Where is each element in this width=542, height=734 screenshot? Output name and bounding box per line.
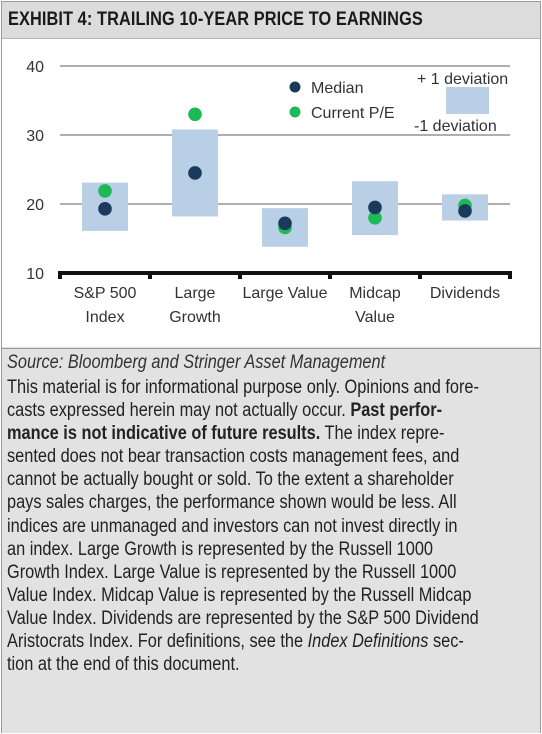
x-category-label: Value (355, 309, 395, 326)
italic-text: Index Definitions (307, 631, 429, 653)
legend-current-pe-marker (289, 106, 301, 118)
median-point (278, 216, 292, 231)
text-run: casts expressed herein may not actually … (7, 400, 351, 422)
x-category-label: Large Value (242, 285, 327, 302)
median-point (458, 204, 472, 218)
chart-panel: 10 20 30 40 S&P 500 Index Large Growth Large Val… (2, 39, 540, 347)
exhibit-title: EXHIBIT 4: TRAILING 10-YEAR PRICE TO EAR… (8, 9, 423, 30)
text-run: This material is for informational purpo… (7, 377, 479, 398)
pe-chart: 10 20 30 40 S&P 500 Index Large Growth Large Val… (26, 59, 512, 326)
text-run: tion at the end of this document. (7, 654, 240, 676)
legend: Median Current P/E + 1 deviation -1 deviati… (289, 71, 508, 135)
current-pe-point (368, 211, 382, 225)
disclaimer-line: Aristocrats Index. For definitions, see … (7, 630, 523, 653)
legend-median-marker (289, 81, 301, 93)
y-tick-label: 10 (26, 266, 44, 283)
exhibit-header: EXHIBIT 4: TRAILING 10-YEAR PRICE TO EAR… (2, 2, 540, 39)
x-category-label: Large (175, 285, 216, 302)
text-run: The index repre- (320, 423, 445, 445)
disclaimer-line: Value Index. Midcap Value is represented… (7, 584, 523, 607)
disclaimer-line: indices are unmanaged and investors can … (7, 515, 523, 538)
notes-panel: Source: Bloomberg and Stringer Asset Man… (2, 348, 540, 733)
median-point (98, 202, 112, 216)
bold-text: Past perfor- (350, 400, 443, 422)
y-tick-label: 30 (26, 128, 44, 145)
source-note: Source: Bloomberg and Stringer Asset Man… (7, 352, 386, 373)
axes: 10 20 30 40 S&P 500 Index Large Growth Large Val… (26, 59, 512, 326)
legend-band-swatch (446, 87, 489, 114)
data-points (98, 107, 472, 235)
text-run: Value Index. Midcap Value is represented… (7, 584, 472, 606)
disclaimer-line: This material is for informational purpo… (7, 376, 523, 399)
disclaimer-line: cannot be actually bought or sold. To th… (7, 468, 523, 491)
x-category-label: Index (85, 309, 124, 326)
text-run: sented does not bear transaction costs m… (7, 446, 460, 468)
legend-median-label: Median (311, 80, 363, 97)
disclaimer-line: casts expressed herein may not actually … (7, 399, 523, 422)
text-run: Value Index. Dividends are represented b… (7, 607, 479, 629)
bold-text: mance is not indicative of future result… (7, 423, 321, 445)
text-run: Growth Index. Large Value is represented… (7, 561, 457, 583)
disclaimer-line: pays sales charges, the performance show… (7, 491, 523, 514)
disclaimer-text: This material is for informational purpo… (7, 376, 523, 676)
current-pe-point (98, 184, 112, 198)
x-category-label: S&P 500 (74, 285, 137, 302)
text-run: Aristocrats Index. For definitions, see … (7, 631, 308, 653)
legend-lower-deviation-label: -1 deviation (414, 118, 497, 135)
text-run: sec- (428, 631, 464, 653)
y-tick-label: 40 (26, 59, 44, 76)
disclaimer-line: sented does not bear transaction costs m… (7, 445, 523, 468)
text-run: indices are unmanaged and investors can … (7, 515, 458, 537)
current-pe-point (188, 107, 202, 122)
median-point (368, 200, 382, 215)
disclaimer-line: mance is not indicative of future result… (7, 422, 523, 445)
x-category-label: Growth (169, 309, 221, 326)
text-run: an index. Large Growth is represented by… (7, 538, 434, 560)
disclaimer-line: tion at the end of this document. (7, 653, 523, 676)
text-run: cannot be actually bought or sold. To th… (7, 469, 454, 491)
disclaimer-line: Value Index. Dividends are represented b… (7, 607, 523, 630)
x-category-label: Midcap (349, 285, 401, 302)
gridlines (60, 65, 510, 205)
disclaimer-line: Growth Index. Large Value is represented… (7, 561, 523, 584)
x-category-label: Dividends (430, 285, 500, 302)
legend-current-pe-label: Current P/E (311, 105, 395, 122)
text-run: pays sales charges, the performance show… (7, 492, 457, 514)
legend-upper-deviation-label: + 1 deviation (417, 71, 508, 88)
median-point (188, 166, 202, 180)
disclaimer-line: an index. Large Growth is represented by… (7, 538, 523, 561)
y-tick-label: 20 (26, 197, 44, 214)
